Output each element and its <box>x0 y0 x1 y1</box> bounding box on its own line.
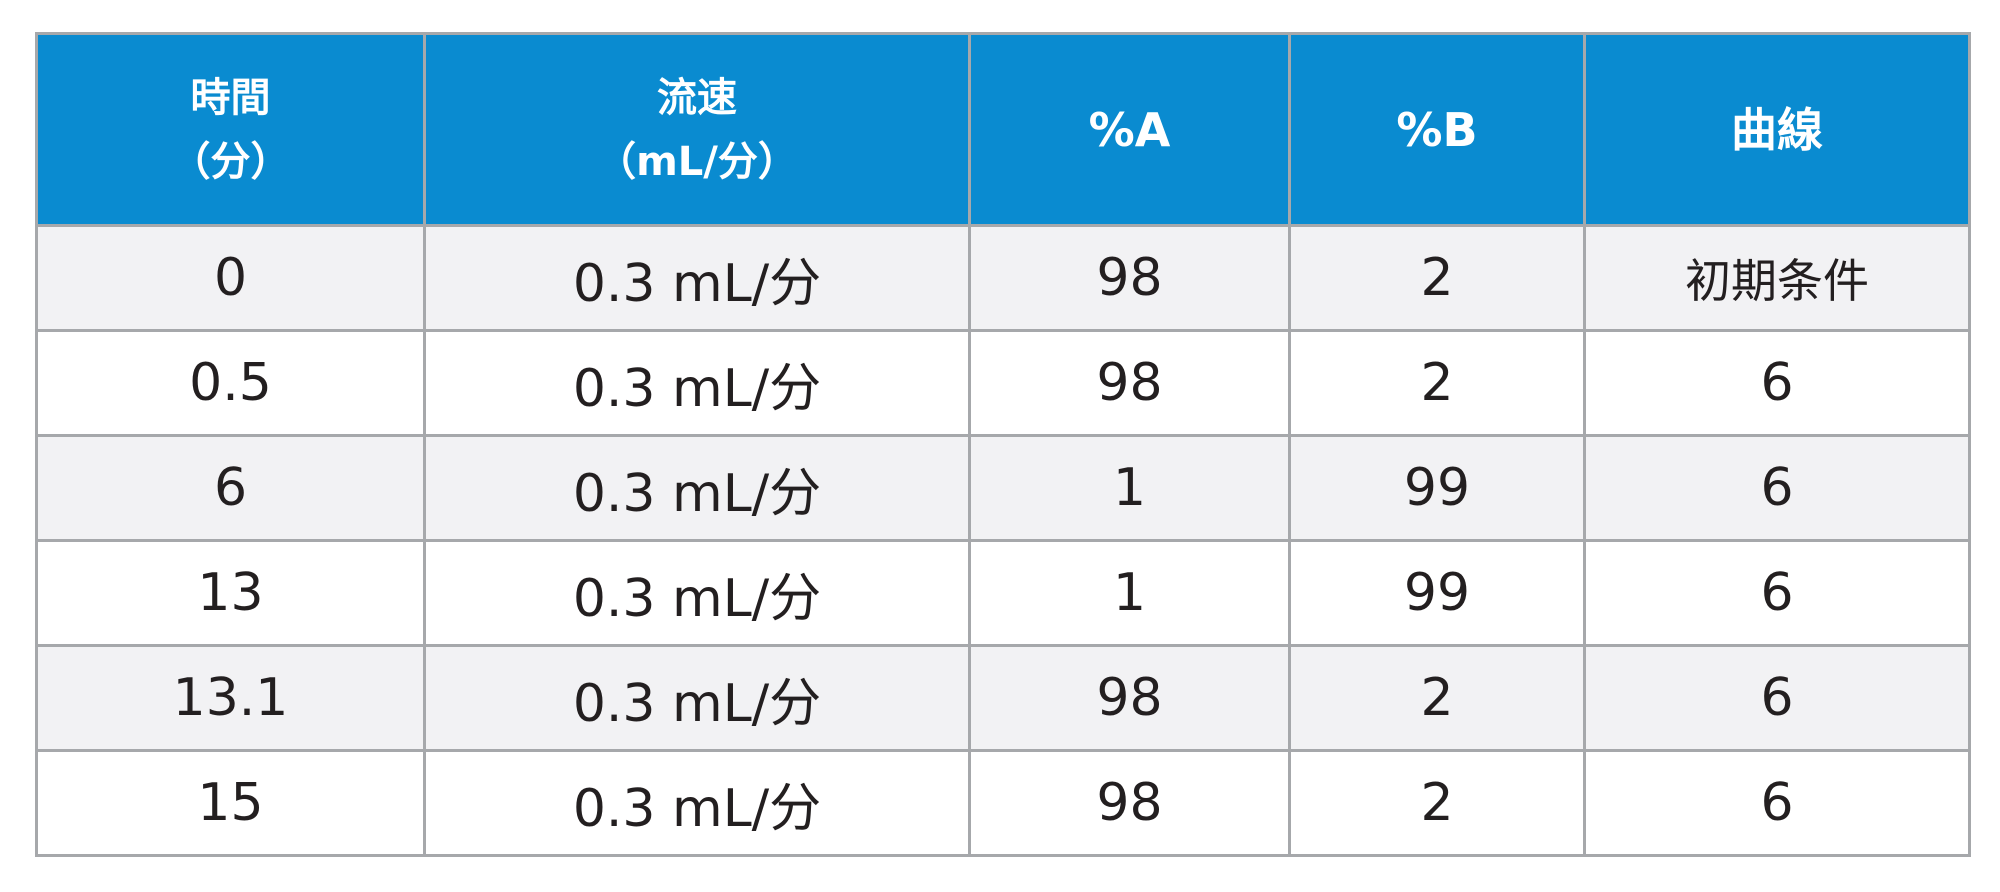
cell-percent-a: 98 <box>968 749 1291 857</box>
cell-percent-a: 98 <box>968 224 1291 332</box>
cell-percent-b: 2 <box>1288 224 1586 332</box>
cell-time: 13 <box>35 539 426 647</box>
cell-time: 13.1 <box>35 644 426 752</box>
table-row: 0.5 0.3 mL/分 98 2 6 <box>35 329 1971 437</box>
cell-percent-b: 99 <box>1288 434 1586 542</box>
cell-time: 6 <box>35 434 426 542</box>
gradient-table: 時間 （分） 流速 （mL/分） %A %B 曲線 0 0.3 mL/分 98 … <box>35 32 1971 857</box>
cell-percent-a: 98 <box>968 329 1291 437</box>
cell-flow: 0.3 mL/分 <box>423 539 971 647</box>
header-percent-b: %B <box>1288 32 1586 227</box>
table-body: 0 0.3 mL/分 98 2 初期条件 0.5 0.3 mL/分 98 2 6… <box>35 224 1971 857</box>
cell-curve: 6 <box>1583 749 1971 857</box>
header-percent-a: %A <box>968 32 1291 227</box>
cell-time: 0.5 <box>35 329 426 437</box>
cell-percent-b: 99 <box>1288 539 1586 647</box>
cell-flow: 0.3 mL/分 <box>423 434 971 542</box>
cell-curve: 6 <box>1583 329 1971 437</box>
cell-curve: 6 <box>1583 644 1971 752</box>
cell-flow: 0.3 mL/分 <box>423 329 971 437</box>
cell-flow: 0.3 mL/分 <box>423 224 971 332</box>
table-row: 15 0.3 mL/分 98 2 6 <box>35 749 1971 857</box>
header-flow: 流速 （mL/分） <box>423 32 971 227</box>
cell-percent-b: 2 <box>1288 749 1586 857</box>
table-row: 6 0.3 mL/分 1 99 6 <box>35 434 1971 542</box>
cell-percent-a: 1 <box>968 434 1291 542</box>
cell-time: 0 <box>35 224 426 332</box>
cell-flow: 0.3 mL/分 <box>423 749 971 857</box>
cell-percent-b: 2 <box>1288 329 1586 437</box>
header-flow-unit: （mL/分） <box>596 138 798 185</box>
header-time-label: 時間 <box>190 74 271 121</box>
header-flow-label: 流速 <box>657 74 737 121</box>
cell-curve: 6 <box>1583 539 1971 647</box>
cell-percent-b: 2 <box>1288 644 1586 752</box>
table-row: 13.1 0.3 mL/分 98 2 6 <box>35 644 1971 752</box>
cell-curve: 初期条件 <box>1583 224 1971 332</box>
header-time-unit: （分） <box>170 138 291 185</box>
header-time: 時間 （分） <box>35 32 426 227</box>
header-row: 時間 （分） 流速 （mL/分） %A %B 曲線 <box>35 32 1971 227</box>
cell-time: 15 <box>35 749 426 857</box>
header-curve: 曲線 <box>1583 32 1971 227</box>
table-header: 時間 （分） 流速 （mL/分） %A %B 曲線 <box>35 32 1971 227</box>
table-row: 0 0.3 mL/分 98 2 初期条件 <box>35 224 1971 332</box>
cell-flow: 0.3 mL/分 <box>423 644 971 752</box>
cell-curve: 6 <box>1583 434 1971 542</box>
cell-percent-a: 98 <box>968 644 1291 752</box>
cell-percent-a: 1 <box>968 539 1291 647</box>
table-row: 13 0.3 mL/分 1 99 6 <box>35 539 1971 647</box>
